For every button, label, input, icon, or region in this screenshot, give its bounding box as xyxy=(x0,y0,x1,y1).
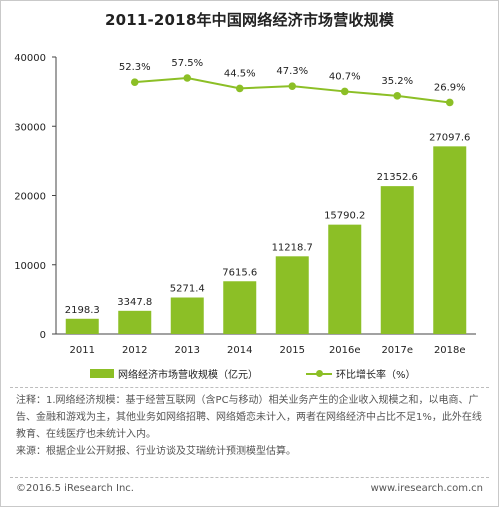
y-tick-label: 0 xyxy=(40,330,46,341)
growth-point xyxy=(130,78,139,86)
legend-label-line: 环比增长率（%） xyxy=(336,370,416,381)
x-tick-label: 2015 xyxy=(280,345,305,356)
notes-source: 来源：根据企业公开财报、行业访谈及艾瑞统计预测模型估算。 xyxy=(16,446,296,457)
bar-value-label: 3347.8 xyxy=(117,297,152,308)
x-tick-label: 2014 xyxy=(227,345,252,356)
bar-value-label: 27097.6 xyxy=(429,132,470,143)
divider-top xyxy=(10,387,489,388)
notes-annotation: 注释：1.网络经济规模：基于经营互联网（含PC与移动）相关业务产生的企业收入规模… xyxy=(16,395,482,440)
legend-swatch-bar xyxy=(90,369,114,378)
notes: 注释：1.网络经济规模：基于经营互联网（含PC与移动）相关业务产生的企业收入规模… xyxy=(16,392,486,460)
legend-label-bar: 网络经济市场营收规模（亿元） xyxy=(118,370,258,381)
x-tick-label: 2016e xyxy=(329,345,361,356)
legend-swatch-line xyxy=(306,369,332,378)
bar xyxy=(223,281,257,334)
growth-rate-label: 40.7% xyxy=(329,71,361,82)
bar xyxy=(275,256,309,334)
bar xyxy=(380,186,414,334)
bar xyxy=(433,146,467,334)
divider-bottom xyxy=(10,477,489,478)
bar xyxy=(328,224,362,334)
growth-rate-label: 35.2% xyxy=(381,76,413,87)
bar-value-label: 15790.2 xyxy=(324,211,365,222)
bar-value-label: 11218.7 xyxy=(272,242,313,253)
growth-point xyxy=(445,98,454,107)
chart-title: 2011-2018年中国网络经济市场营收规模 xyxy=(104,11,395,29)
growth-point xyxy=(183,74,192,82)
growth-point xyxy=(340,87,349,96)
y-tick-label: 10000 xyxy=(14,261,46,272)
chart-plot: 40000 30000 20000 10000 0 2198.3 2011 3347.8 201… xyxy=(14,53,476,356)
x-tick-label: 2012 xyxy=(122,345,147,356)
y-tick-label: 40000 xyxy=(14,53,46,64)
growth-rate-label: 44.5% xyxy=(224,68,256,79)
growth-rate-label: 26.9% xyxy=(434,82,466,93)
footer-website: www.iresearch.com.cn xyxy=(370,483,483,494)
legend-item-line: 环比增长率（%） xyxy=(306,366,416,381)
bar-value-label: 5271.4 xyxy=(170,283,205,294)
growth-rate-label: 52.3% xyxy=(119,62,151,73)
bar-value-label: 7615.6 xyxy=(222,267,257,278)
bar xyxy=(118,310,152,334)
bar xyxy=(170,297,204,334)
bar-value-label: 2198.3 xyxy=(65,305,100,316)
bar-value-label: 21352.6 xyxy=(377,172,418,183)
growth-point xyxy=(393,92,402,100)
growth-point xyxy=(235,84,244,93)
growth-rate-label: 57.5% xyxy=(171,58,203,69)
legend: 网络经济市场营收规模（亿元） 环比增长率（%） xyxy=(0,366,499,384)
bar xyxy=(65,318,99,334)
y-tick-label: 30000 xyxy=(14,122,46,133)
footer-copyright: ©2016.5 iResearch Inc. xyxy=(16,483,134,494)
x-tick-label: 2011 xyxy=(70,345,95,356)
x-tick-label: 2013 xyxy=(175,345,200,356)
x-tick-label: 2018e xyxy=(434,345,466,356)
growth-rate-label: 47.3% xyxy=(276,66,308,77)
growth-point xyxy=(288,82,297,90)
y-tick-label: 20000 xyxy=(14,192,46,203)
legend-item-bar: 网络经济市场营收规模（亿元） xyxy=(90,366,258,381)
x-tick-label: 2017e xyxy=(381,345,413,356)
